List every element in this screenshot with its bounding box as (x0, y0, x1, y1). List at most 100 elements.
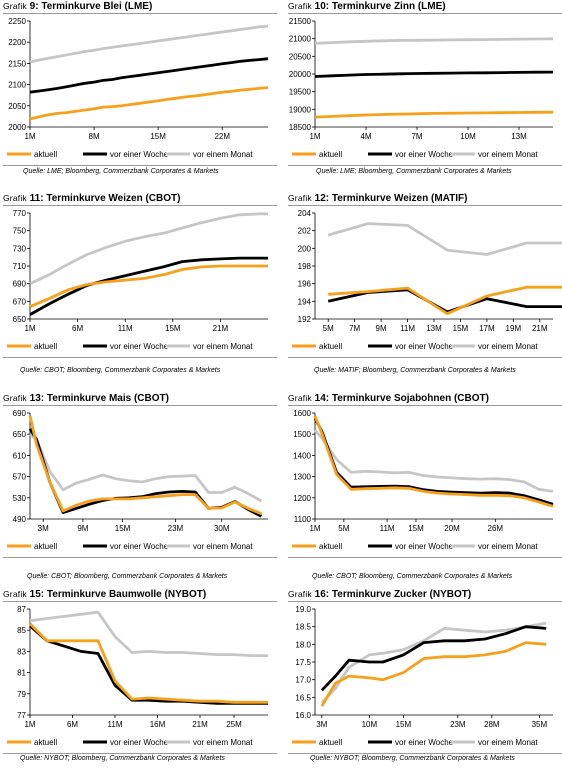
y-tick-label: 198 (298, 262, 312, 271)
y-tick-label: 2100 (8, 81, 26, 90)
y-tick-label: 570 (13, 473, 27, 482)
panel-title-text: Terminkurve Blei (LME) (41, 1, 153, 12)
y-tick-label: 19.0 (295, 605, 311, 614)
legend-label: vor einer Woche (110, 542, 169, 551)
legend-label: vor einer Woche (395, 542, 454, 551)
top-rule (3, 405, 277, 406)
chart-svg: 192 194 196 198 200 202 204 5M 7M 9M 11M 13M 15M 17M 1… (292, 209, 562, 351)
series-line-woche (29, 624, 268, 705)
series-line-monat (29, 433, 263, 503)
panel-prefix: Grafik (288, 193, 312, 203)
x-tick-label: 9M (376, 324, 387, 333)
source-note: Quelle: MATIF; Bloomberg, Commerzbank Co… (314, 367, 516, 374)
x-tick-label: 7M (411, 132, 422, 141)
y-tick-label: 1200 (293, 494, 311, 503)
chart-svg: 18500 19000 19500 20000 20500 21000 21500 1M 4M 7… (289, 17, 554, 159)
chart-svg: 1100 1200 1300 1400 1500 1600 1M 5M 11M 15M 20M 26M… (292, 409, 554, 551)
y-tick-label: 18.5 (295, 623, 311, 632)
bottom-rule (3, 557, 277, 558)
x-tick-label: 15M (150, 132, 166, 141)
panel-title: Grafik 10: Terminkurve Zinn (LME) (288, 1, 446, 12)
legend-label: vor einem Monat (193, 150, 253, 159)
y-tick-label: 17.5 (295, 658, 311, 667)
y-tick-label: 194 (298, 297, 312, 306)
chart-panel-zucker: Grafik 16: Terminkurve Zucker (NYBOT) 16… (288, 589, 562, 779)
panel-number: 10: (314, 1, 330, 12)
panel-prefix: Grafik (3, 1, 27, 11)
y-tick-label: 20500 (289, 52, 312, 61)
series-line-monat (314, 37, 554, 45)
series-line-woche (29, 57, 269, 94)
panel-prefix: Grafik (3, 193, 27, 203)
source-note: Quelle: CBOT; Bloomberg, Commerzbank Cor… (27, 573, 228, 580)
y-tick-label: 670 (13, 297, 27, 306)
chart-svg: 2000 2050 2100 2150 2200 2250 1M 8M 15M 22M aktuel… (7, 17, 269, 159)
series-line-woche (320, 625, 547, 692)
chart-svg: 490 530 570 610 650 690 3M 9M 15M 23M 30M aktuell vo… (7, 409, 268, 551)
x-tick-label: 16M (150, 720, 166, 729)
bottom-rule (288, 357, 562, 358)
panel-title: Grafik 14: Terminkurve Sojabohnen (CBOT) (288, 393, 489, 404)
chart-panel-blei: Grafik 9: Terminkurve Blei (LME) 2000 205… (3, 1, 278, 191)
series-line-woche (29, 256, 268, 316)
source-note: Quelle: CBOT; Bloomberg, Commerzbank Cor… (20, 367, 221, 374)
y-tick-label: 1500 (293, 430, 311, 439)
x-tick-label: 11M (118, 324, 133, 333)
x-tick-label: 21M (192, 720, 208, 729)
top-rule (288, 13, 562, 14)
legend-label: aktuell (319, 738, 342, 747)
y-tick-label: 730 (13, 244, 27, 253)
y-tick-label: 192 (298, 315, 312, 324)
legend-label: aktuell (34, 542, 57, 551)
legend-label: vor einer Woche (395, 738, 454, 747)
x-tick-label: 30M (214, 524, 230, 533)
chart-panel-zinn: Grafik 10: Terminkurve Zinn (LME) 18500 1… (288, 1, 562, 191)
x-tick-label: 6M (67, 720, 78, 729)
x-tick-label: 11M (400, 324, 415, 333)
top-rule (3, 205, 277, 206)
x-tick-label: 7M (349, 324, 360, 333)
y-tick-label: 19000 (289, 105, 312, 114)
bottom-rule (288, 557, 562, 558)
y-tick-label: 21000 (289, 35, 312, 44)
y-tick-label: 83 (17, 647, 26, 656)
series-line-aktuell (313, 415, 554, 508)
chart-panel-baumwolle: Grafik 15: Terminkurve Baumwolle (NYBOT)… (3, 589, 278, 779)
source-note: Quelle: CBOT; Bloomberg, Commerzbank Cor… (312, 573, 513, 580)
series-line-aktuell (29, 622, 268, 704)
legend-label: aktuell (34, 150, 57, 159)
y-tick-label: 81 (17, 669, 26, 678)
y-tick-label: 87 (17, 605, 26, 614)
panel-number: 11: (29, 193, 44, 204)
x-tick-label: 8M (89, 132, 100, 141)
y-tick-label: 610 (13, 451, 27, 460)
panel-title: Grafik 13: Terminkurve Mais (CBOT) (3, 393, 169, 404)
series-line-woche (313, 417, 554, 506)
panel-title: Grafik 12: Terminkurve Weizen (MATIF) (288, 193, 467, 204)
legend-label: vor einer Woche (110, 150, 169, 159)
y-tick-label: 2050 (8, 102, 26, 111)
x-tick-label: 21M (213, 324, 229, 333)
series-line-aktuell (29, 264, 268, 308)
series-line-aktuell (314, 110, 554, 119)
y-tick-label: 16.5 (295, 693, 311, 702)
panel-prefix: Grafik (3, 393, 27, 403)
source-note: Quelle: NYBOT; Bloomberg, Commerzbank Co… (310, 755, 515, 762)
x-tick-label: 1M (309, 524, 320, 533)
x-tick-label: 21M (532, 324, 548, 333)
legend-label: vor einer Woche (395, 150, 454, 159)
y-tick-label: 490 (13, 515, 27, 524)
y-tick-label: 18500 (289, 123, 312, 132)
panel-title: Grafik 16: Terminkurve Zucker (NYBOT) (288, 589, 471, 600)
source-note: Quelle: LME; Bloomberg, Commerzbank Corp… (23, 168, 219, 175)
x-tick-label: 1M (24, 324, 35, 333)
y-tick-label: 750 (13, 227, 27, 236)
y-tick-label: 204 (298, 209, 312, 218)
y-tick-label: 21500 (289, 17, 312, 26)
x-tick-label: 28M (484, 720, 500, 729)
y-tick-label: 1600 (293, 409, 311, 418)
y-tick-label: 650 (13, 430, 27, 439)
source-note: Quelle: LME; Bloomberg, Commerzbank Corp… (316, 168, 512, 175)
y-tick-label: 196 (298, 280, 312, 289)
legend-label: vor einer Woche (110, 738, 169, 747)
